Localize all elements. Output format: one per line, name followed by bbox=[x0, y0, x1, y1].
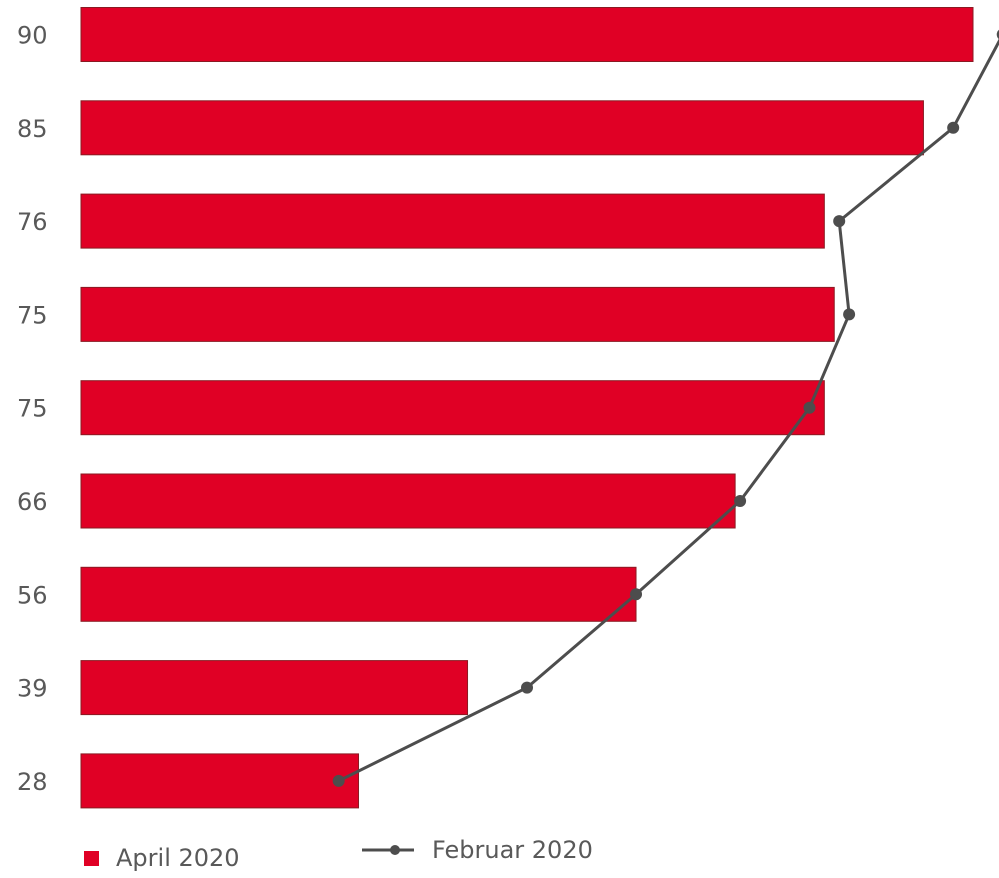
bar-april-5 bbox=[80, 473, 736, 529]
category-tick-label: 66 bbox=[17, 488, 48, 516]
bar-april-7 bbox=[80, 660, 469, 716]
category-tick-label: 56 bbox=[17, 581, 48, 609]
bar-april-4 bbox=[80, 380, 825, 436]
february-point-8 bbox=[332, 774, 345, 787]
bar-april-2 bbox=[80, 193, 825, 249]
february-point-5 bbox=[734, 495, 747, 507]
category-tick-label: 75 bbox=[17, 301, 48, 329]
legend-item-february: Februar 2020 bbox=[362, 830, 593, 870]
april-swatch-icon bbox=[84, 850, 99, 866]
category-tick-label: 75 bbox=[17, 395, 48, 423]
bar-april-1 bbox=[80, 100, 924, 156]
category-tick-label: 28 bbox=[17, 768, 48, 796]
category-tick-labels: 90 85 76 75 75 66 56 39 28 bbox=[17, 22, 48, 796]
legend-label-february: Februar 2020 bbox=[432, 836, 593, 864]
february-point-0 bbox=[996, 29, 999, 40]
february-point-4 bbox=[803, 401, 816, 414]
category-tick-label: 90 bbox=[17, 22, 48, 50]
legend-item-april: April 2020 bbox=[84, 838, 240, 878]
february-point-1 bbox=[947, 121, 960, 134]
february-point-6 bbox=[630, 588, 643, 601]
february-point-2 bbox=[833, 215, 846, 228]
bar-april-3 bbox=[80, 286, 835, 342]
bar-layer bbox=[80, 7, 974, 809]
line-marker-icon bbox=[362, 845, 414, 855]
category-tick-label: 76 bbox=[17, 208, 48, 236]
february-point-3 bbox=[843, 308, 856, 321]
bar-april-8 bbox=[80, 753, 360, 809]
february-point-7 bbox=[521, 681, 533, 694]
legend-label-april: April 2020 bbox=[116, 844, 240, 872]
bar-april-0 bbox=[80, 7, 974, 62]
february-series-line bbox=[332, 29, 999, 787]
category-tick-label: 39 bbox=[17, 675, 48, 703]
category-tick-label: 85 bbox=[17, 115, 48, 143]
bar-april-6 bbox=[80, 566, 637, 622]
